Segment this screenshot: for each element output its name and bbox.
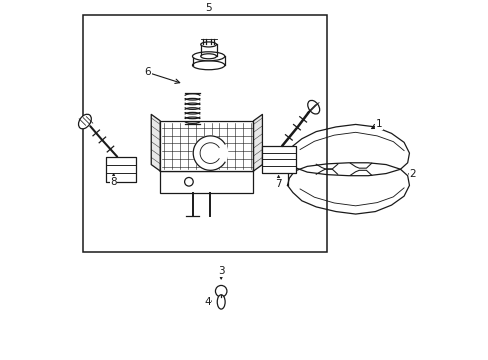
Bar: [261, 146, 295, 173]
Bar: [261, 159, 295, 166]
Bar: [105, 157, 136, 165]
Ellipse shape: [307, 100, 319, 114]
Text: 1: 1: [375, 120, 382, 129]
Ellipse shape: [217, 295, 224, 309]
Text: 5: 5: [205, 3, 211, 13]
Text: 8: 8: [110, 177, 117, 187]
Text: 6: 6: [144, 67, 151, 77]
Bar: [261, 146, 295, 153]
Ellipse shape: [192, 61, 224, 70]
Text: 4: 4: [204, 297, 210, 307]
Bar: [105, 157, 136, 182]
Circle shape: [215, 285, 226, 297]
Ellipse shape: [201, 54, 216, 59]
Circle shape: [193, 136, 227, 170]
Ellipse shape: [201, 42, 216, 47]
Bar: [261, 166, 295, 173]
Text: 2: 2: [409, 169, 415, 179]
Text: 3: 3: [218, 266, 224, 276]
Bar: [83, 15, 326, 252]
Ellipse shape: [192, 52, 224, 61]
Text: 7: 7: [275, 179, 281, 189]
Bar: [160, 121, 253, 171]
Polygon shape: [253, 114, 262, 171]
Bar: [105, 174, 136, 182]
Bar: [261, 153, 295, 159]
Bar: [105, 165, 136, 174]
Ellipse shape: [79, 114, 91, 129]
Polygon shape: [151, 114, 160, 171]
Circle shape: [184, 177, 193, 186]
Bar: [160, 171, 253, 193]
